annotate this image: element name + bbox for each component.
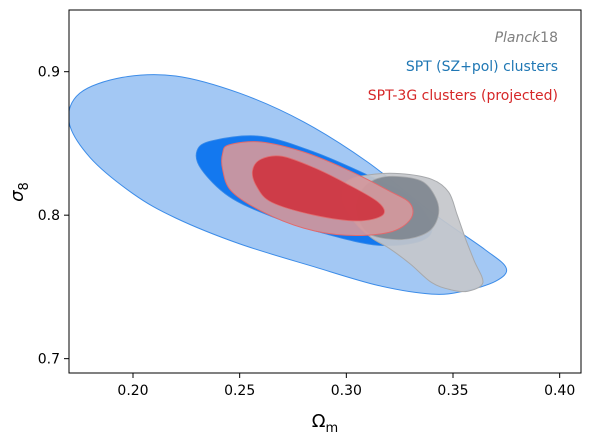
legend-planck-suffix: 18 [540,30,558,46]
legend: Planck18 SPT (SZ+pol) clusters SPT-3G cl… [368,30,558,104]
x-tick-label: 0.40 [544,383,575,399]
y-tick-label: 0.7 [38,352,60,368]
x-tick-label: 0.25 [224,383,255,399]
legend-entry-spt-sz-pol: SPT (SZ+pol) clusters [406,59,558,75]
x-axis-label-subscript: m [326,421,339,436]
contour-layer [69,74,508,295]
series-spt3g_projected [221,141,414,237]
y-tick-label: 0.9 [38,65,60,81]
legend-planck-italic: Planck [495,30,541,46]
legend-entry-spt3g: SPT-3G clusters (projected) [368,88,558,104]
y-axis-label-main: σ [7,190,28,202]
plot-frame [68,9,582,374]
x-axis-label-main: Ω [312,411,326,432]
x-axis: 0.20 0.25 0.30 0.35 0.40 [117,373,575,399]
y-axis: 0.7 0.8 0.9 [38,65,69,368]
contour-68-spt3g_projected [251,155,385,222]
x-tick-label: 0.20 [117,383,148,399]
y-axis-label: σ8 [7,182,32,202]
x-tick-label: 0.30 [331,383,362,399]
legend-entry-planck: Planck18 [495,30,558,46]
y-tick-label: 0.8 [38,208,60,224]
x-axis-label: Ωm [312,411,338,436]
y-axis-label-subscript: 8 [17,182,32,190]
x-tick-label: 0.35 [437,383,468,399]
